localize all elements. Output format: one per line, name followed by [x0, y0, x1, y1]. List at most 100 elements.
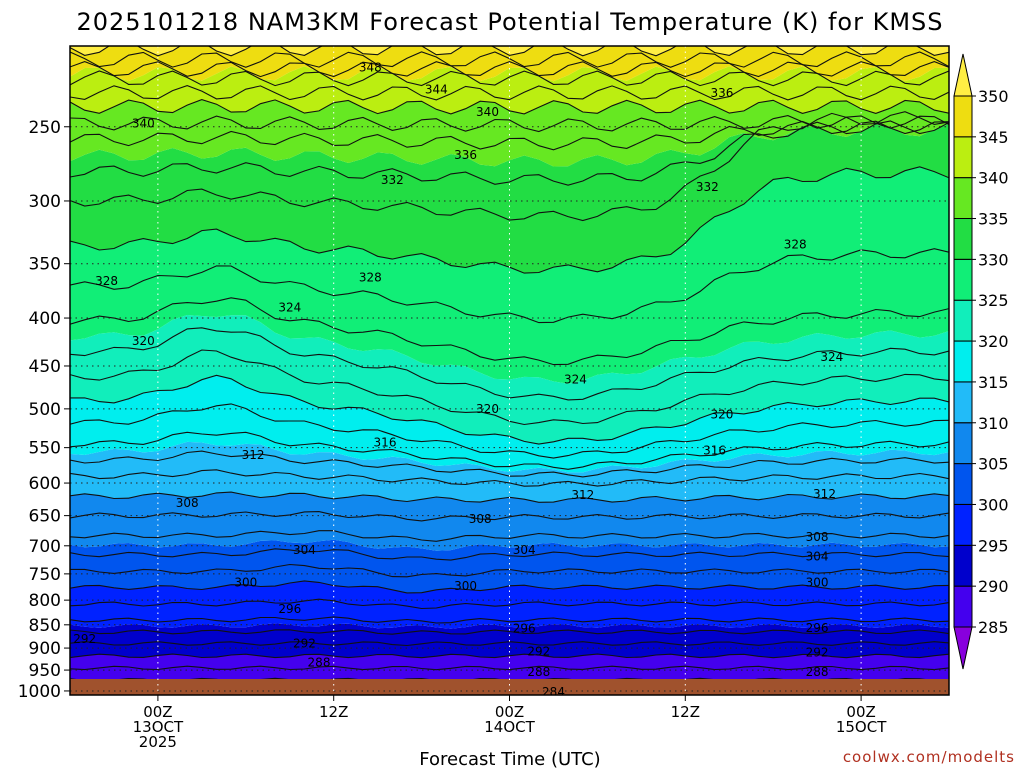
contour-label: 320: [132, 334, 155, 348]
isentrope-326: [70, 297, 949, 366]
contour-label: 308: [176, 496, 199, 510]
x-tick-label: 12Z: [671, 703, 700, 721]
x-tick-label: 2025: [139, 733, 177, 751]
ground-surface: [70, 679, 949, 695]
colorbar-label: 285: [978, 618, 1009, 637]
contour-label: 332: [381, 173, 404, 187]
colorbar-label: 310: [978, 414, 1009, 433]
contour-label: 312: [242, 448, 265, 462]
isentrope-334: [70, 120, 949, 186]
isentrope-344: [70, 70, 949, 87]
colorbar-segment: [953, 585, 973, 628]
isentrope-312: [70, 469, 949, 487]
isentrope-308: [70, 511, 949, 522]
contour-label: 340: [476, 105, 499, 119]
contour-label: 300: [806, 576, 829, 590]
colorbar-segment: [953, 544, 973, 587]
contour-label: 332: [696, 180, 719, 194]
isentrope-320: [70, 374, 949, 445]
contour-label: 288: [806, 665, 829, 679]
y-tick-label: 850: [29, 616, 61, 636]
contour-label: 296: [513, 622, 536, 636]
y-tick-label: 400: [29, 309, 61, 329]
x-tick-label: 12Z: [319, 703, 348, 721]
credit-text: coolwx.com/modelts: [843, 748, 1015, 766]
contour-label: 292: [73, 632, 96, 646]
colorbar-segment: [953, 177, 973, 219]
contour-label: 324: [278, 301, 301, 315]
y-tick-label: 650: [29, 507, 61, 527]
colorbar-label: 290: [978, 577, 1009, 596]
colorbar-segment: [953, 340, 973, 383]
colorbar-segment: [953, 136, 973, 179]
contour-label: 292: [293, 637, 316, 651]
contour-label: 292: [527, 645, 550, 659]
theta-band-315: [70, 375, 949, 473]
x-axis-title: Forecast Time (UTC): [419, 749, 600, 768]
y-tick-label: 500: [29, 400, 61, 420]
contour-label: 324: [564, 372, 587, 386]
colorbar-segment: [953, 95, 973, 138]
isentrope-298: [70, 598, 949, 610]
contour-label: 320: [476, 402, 499, 416]
contour-label: 296: [806, 621, 829, 635]
colorbar-segment: [953, 218, 973, 260]
contour-label: 328: [95, 274, 118, 288]
isentrope-288: [70, 665, 949, 671]
y-tick-label: 350: [29, 255, 61, 275]
isentrope-338: [70, 115, 949, 133]
isentrope-292: [70, 641, 949, 647]
x-tick-label: 00Z: [495, 703, 524, 721]
colorbar-segment: [953, 258, 973, 301]
colorbar-label: 320: [978, 332, 1009, 351]
contour-label: 316: [703, 444, 726, 458]
y-tick-label: 300: [29, 192, 61, 212]
contour-label: 316: [374, 435, 397, 449]
contour-label: 336: [710, 86, 733, 100]
isentrope-342: [70, 85, 949, 101]
colorbar-label: 350: [978, 87, 1009, 106]
colorbar: 285 290 295 300 305 310 315 320 325 330 335 340 345 3…: [953, 53, 1009, 670]
colorbar-segment: [953, 463, 973, 505]
x-tick-label: 00Z: [846, 703, 875, 721]
contour-label: 312: [813, 487, 836, 501]
contour-label: 308: [469, 512, 492, 526]
theta-band-305: [70, 492, 949, 551]
colorbar-arrow-low: [953, 626, 973, 670]
theta-band-325: [70, 166, 949, 384]
y-tick-label: 1000: [18, 682, 61, 702]
isentrope-328: [70, 248, 949, 324]
colorbar-label: 325: [978, 291, 1009, 310]
contour-label: 348: [359, 60, 382, 74]
colorbar-label: 300: [978, 496, 1009, 515]
contour-label: 304: [293, 543, 316, 557]
contour-label: 288: [308, 655, 331, 669]
isentrope-304: [70, 548, 949, 561]
isentrope-332: [70, 111, 949, 222]
y-tick-label: 900: [29, 639, 61, 659]
isentrope-306: [70, 530, 949, 542]
y-tick-label: 250: [29, 118, 61, 138]
colorbar-label: 345: [978, 128, 1009, 147]
colorbar-segment: [953, 422, 973, 465]
y-tick-label: 450: [29, 357, 61, 377]
contour-label: 324: [820, 350, 843, 364]
contour-label: 308: [806, 530, 829, 544]
colorbar-label: 295: [978, 536, 1009, 555]
contour-label: 320: [710, 408, 733, 422]
colorbar-label: 305: [978, 455, 1009, 474]
theta-band-300: [70, 539, 949, 593]
contour-label: 292: [806, 646, 829, 660]
colorbar-label: 340: [978, 169, 1009, 188]
contour-label: 304: [513, 543, 536, 557]
x-tick-label: 00Z: [143, 703, 172, 721]
y-tick-label: 550: [29, 439, 61, 459]
colorbar-arrow-high: [953, 53, 973, 97]
colorbar-label: 330: [978, 250, 1009, 269]
colorbar-segment: [953, 299, 973, 342]
theta-band-320: [70, 315, 949, 445]
contour-label: 336: [454, 148, 477, 162]
contour-label: 328: [784, 238, 807, 252]
y-tick-label: 600: [29, 474, 61, 494]
y-tick-label: 750: [29, 565, 61, 585]
